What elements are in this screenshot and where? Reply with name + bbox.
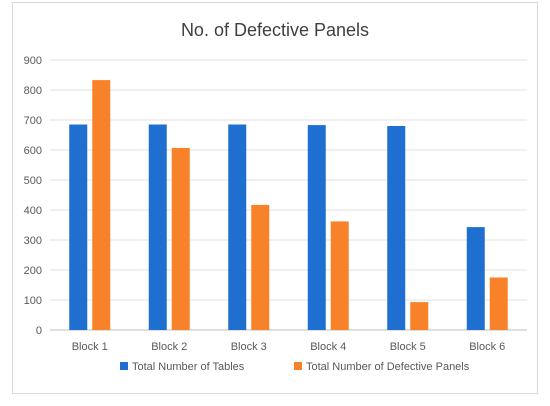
legend-swatch (294, 362, 302, 370)
bar-tables (466, 227, 485, 330)
x-tick-label: Block 2 (151, 341, 187, 353)
legend: Total Number of Tables Total Number of De… (120, 361, 470, 373)
legend-label: Total Number of Defective Panels (306, 361, 470, 373)
bar-defective-panels (489, 277, 508, 330)
x-axis-tick-labels: Block 1 Block 2 Block 3 Block 4 Block 5 Block… (72, 341, 506, 353)
y-tick-label: 100 (24, 295, 42, 307)
chart-title: No. of Defective Panels (180, 20, 370, 40)
bar-defective-panels (410, 302, 429, 330)
bar-tables (228, 124, 247, 330)
bar-defective-panels (171, 147, 190, 330)
bar-defective-panels (330, 221, 349, 330)
gridlines (50, 59, 527, 331)
bar-defective-panels (92, 80, 111, 330)
legend-label: Total Number of Tables (132, 361, 245, 373)
y-tick-label: 500 (24, 175, 42, 187)
y-axis-tick-labels: 0 100 200 300 400 500 600 700 800 900 (24, 55, 42, 337)
y-tick-label: 800 (24, 85, 42, 97)
y-tick-label: 600 (24, 145, 42, 157)
y-tick-label: 200 (24, 265, 42, 277)
y-tick-label: 900 (24, 55, 42, 67)
x-tick-label: Block 5 (390, 341, 426, 353)
y-tick-label: 0 (36, 325, 42, 337)
bar-tables (148, 124, 167, 330)
y-tick-label: 300 (24, 235, 42, 247)
legend-swatch (120, 362, 128, 370)
bars (69, 80, 508, 330)
x-tick-label: Block 1 (72, 341, 108, 353)
x-tick-label: Block 4 (310, 341, 346, 353)
y-tick-label: 700 (24, 115, 42, 127)
bar-defective-panels (251, 204, 270, 330)
x-tick-label: Block 3 (231, 341, 267, 353)
bar-tables (69, 124, 88, 330)
bar-tables (307, 125, 326, 330)
y-tick-label: 400 (24, 205, 42, 217)
bar-tables (387, 126, 406, 330)
x-tick-label: Block 6 (469, 341, 505, 353)
